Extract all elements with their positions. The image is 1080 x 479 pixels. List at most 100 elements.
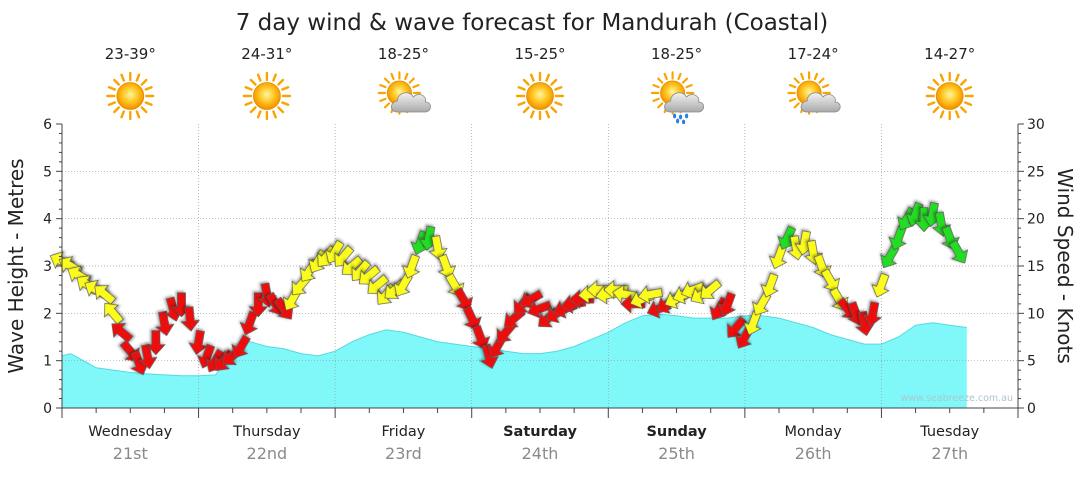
- wind-arrow: [462, 305, 482, 331]
- wind-arrow-shape: [239, 310, 259, 336]
- wind-arrow: [862, 301, 883, 327]
- wind-arrow: [760, 272, 779, 298]
- y2-tick-label: 15: [1027, 259, 1045, 275]
- day-name: Tuesday: [919, 424, 979, 440]
- raindrop-glyph: [685, 113, 689, 119]
- day-temp-range: 17-24°: [788, 45, 839, 63]
- wind-arrow: [155, 310, 175, 337]
- day-temp-range: 24-31°: [241, 45, 292, 63]
- raindrop-glyph: [676, 118, 680, 124]
- day-temp-range: 14-27°: [924, 45, 975, 63]
- wind-arrow-shape: [948, 239, 969, 264]
- wind-arrow: [401, 253, 421, 279]
- wind-arrow-shape: [437, 253, 457, 279]
- raindrop-glyph: [682, 119, 686, 125]
- wind-arrow-shape: [94, 285, 117, 306]
- y-tick-label: 6: [43, 117, 52, 133]
- day-date: 27th: [931, 444, 968, 463]
- day-date: 23rd: [385, 444, 422, 463]
- wind-arrow: [111, 323, 134, 343]
- sun-cloud-icon: [787, 71, 841, 115]
- wind-arrow: [180, 306, 200, 332]
- wind-arrow: [248, 292, 269, 318]
- wind-arrow: [700, 279, 723, 299]
- wind-arrow-shape: [480, 343, 499, 369]
- y-tick-label: 2: [43, 306, 52, 322]
- y2-tick-label: 0: [1027, 401, 1036, 417]
- y2-tick-label: 5: [1027, 354, 1036, 370]
- y2-axis-label: Wind Speed - Knots: [1053, 168, 1077, 364]
- day-date: 24th: [522, 444, 559, 463]
- chart-title: 7 day wind & wave forecast for Mandurah …: [236, 10, 829, 36]
- sun-glyph: [515, 71, 565, 121]
- sun-glyph: [242, 71, 292, 121]
- wind-arrow: [146, 330, 166, 356]
- wind-arrow: [948, 239, 969, 264]
- day-date: 21st: [113, 444, 148, 463]
- wave-height-line: [61, 313, 967, 377]
- wind-arrow-shape: [717, 291, 737, 317]
- wind-arrow-shape: [760, 272, 779, 298]
- raindrop-glyph: [673, 113, 677, 119]
- wind-arrow-shape: [428, 235, 448, 261]
- daily-weather-row: 23-39° 24-31° 18-25° 15-25° 18-25° 17-24° 14-2…: [105, 45, 975, 125]
- wind-arrow: [437, 253, 457, 279]
- day-name: Saturday: [503, 424, 577, 440]
- wind-arrow: [717, 291, 737, 317]
- sun-icon: [242, 71, 292, 121]
- day-name: Friday: [381, 424, 425, 440]
- wind-arrow-shape: [453, 287, 473, 311]
- wind-arrow-shape: [138, 343, 158, 370]
- wind-arrow-shape: [367, 274, 390, 295]
- wind-arrow: [138, 343, 158, 370]
- day-name: Sunday: [646, 424, 707, 440]
- wind-arrow-shape: [401, 253, 421, 279]
- wind-arrow: [428, 235, 448, 261]
- wind-arrow: [727, 316, 747, 338]
- watermark: www.seabreeze.com.au: [901, 393, 1014, 404]
- wind-arrow: [569, 289, 595, 309]
- y2-tick-label: 10: [1027, 306, 1045, 322]
- wind-arrow-shape: [727, 316, 747, 338]
- y2-tick-label: 25: [1027, 164, 1045, 180]
- wind-arrow: [231, 334, 251, 359]
- day-date: 26th: [795, 444, 832, 463]
- wind-series: [49, 201, 969, 376]
- wind-arrow: [480, 343, 499, 369]
- wind-arrow-shape: [146, 330, 166, 356]
- wind-arrow: [94, 285, 117, 306]
- day-temp-range: 18-25°: [378, 45, 429, 63]
- day-name: Thursday: [232, 424, 301, 440]
- wind-arrow-shape: [180, 306, 200, 332]
- day-temp-range: 18-25°: [651, 45, 702, 63]
- wind-arrow-shape: [104, 302, 124, 325]
- wind-arrow: [239, 310, 259, 336]
- day-name: Monday: [785, 424, 843, 440]
- wind-arrow-shape: [700, 279, 723, 299]
- day-temp-range: 15-25°: [514, 45, 565, 63]
- day-date: 22nd: [247, 444, 288, 463]
- raindrop-glyph: [679, 114, 683, 120]
- wind-arrow-shape: [231, 334, 251, 359]
- wind-arrow-shape: [111, 323, 134, 343]
- wind-arrow-shape: [871, 272, 890, 298]
- day-temp-range: 23-39°: [105, 45, 156, 63]
- wind-arrow-shape: [820, 268, 840, 292]
- sun-icon: [106, 71, 155, 121]
- wind-arrow: [472, 324, 491, 350]
- wind-arrow: [637, 285, 663, 305]
- y2-tick-label: 20: [1027, 212, 1045, 228]
- wind-arrow: [367, 274, 390, 295]
- y-tick-label: 1: [43, 354, 52, 370]
- wind-arrow-shape: [248, 292, 269, 318]
- y-tick-label: 5: [43, 164, 52, 180]
- wind-arrow: [104, 302, 124, 325]
- wind-arrow: [453, 287, 473, 311]
- axes: 0 1 2 3 4 5 6 0 5 10 15 20 25 30: [43, 117, 1045, 418]
- sun-cloud-icon: [377, 71, 431, 115]
- sun-rain-icon: [650, 71, 705, 125]
- wind-arrow-shape: [472, 324, 491, 350]
- day-name: Wednesday: [88, 424, 172, 440]
